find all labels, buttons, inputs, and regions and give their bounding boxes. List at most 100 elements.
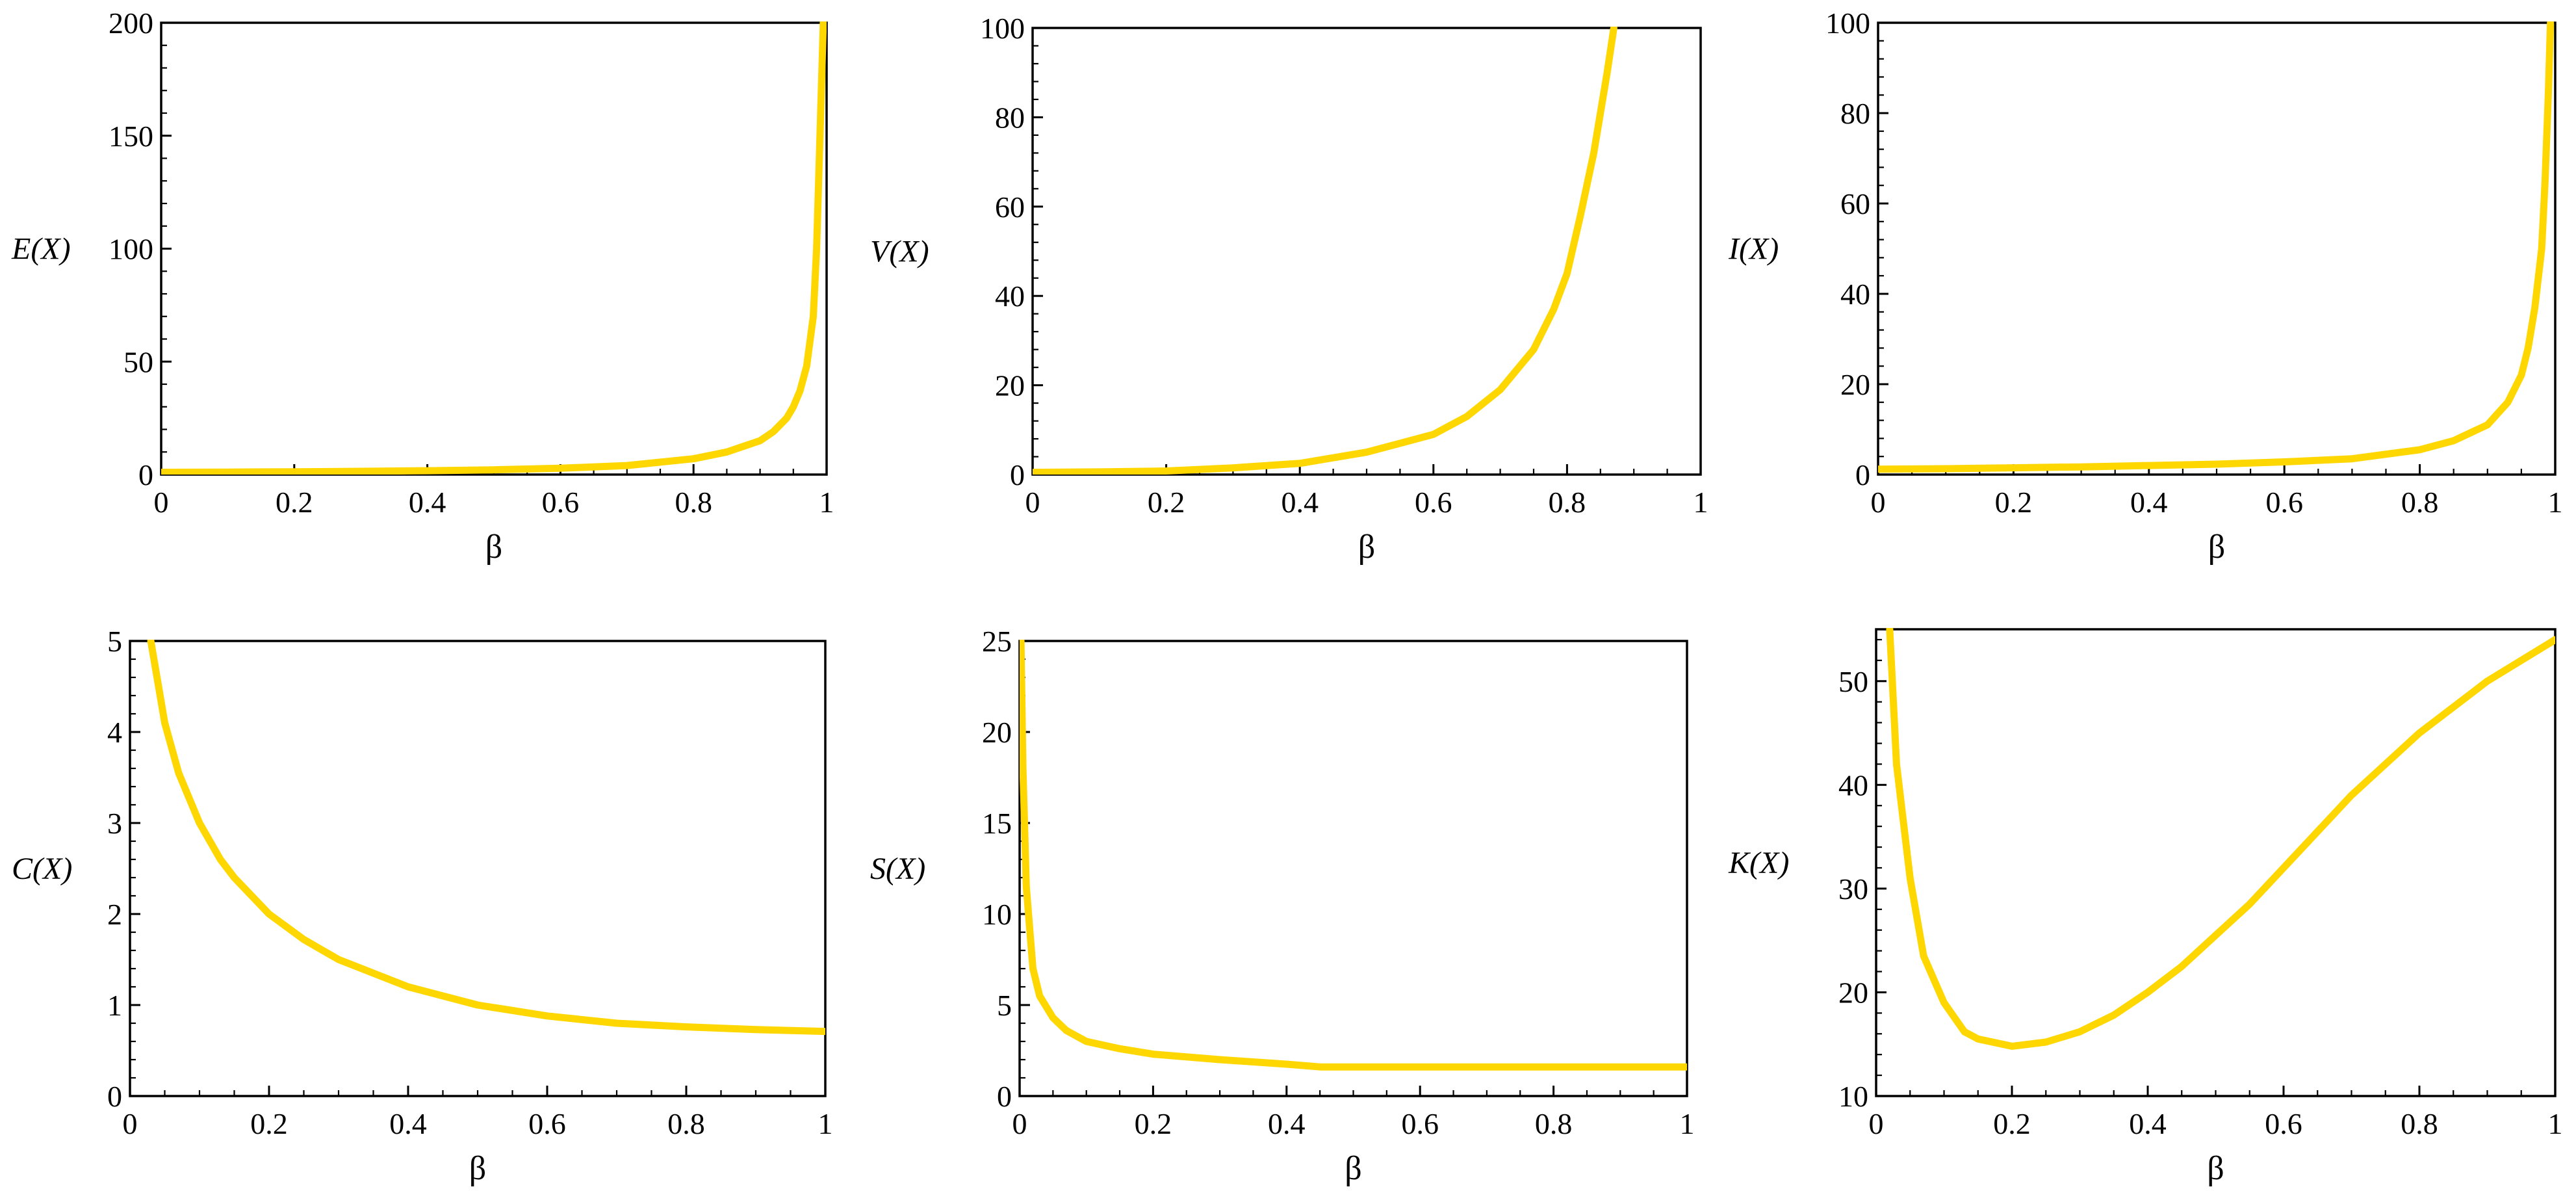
x-tick-label: 1 xyxy=(1694,486,1708,519)
y-tick-label: 1 xyxy=(107,989,122,1022)
x-tick-label: 1 xyxy=(818,1107,833,1140)
chart-svg-c: 0 0.2 0.4 0.6 0.8 1 0 1 2 3 4 5 β C(X) xyxy=(12,625,833,1187)
y-tick-label: 0 xyxy=(138,458,153,491)
y-tick-label: 80 xyxy=(995,101,1025,134)
x-tick-label: 0.2 xyxy=(1995,486,2033,519)
chart-svg-i: 0 0.2 0.4 0.6 0.8 1 0 20 40 60 80 100 β I(X) xyxy=(1728,7,2563,566)
y-tick-label: 5 xyxy=(997,989,1012,1022)
series-line-i xyxy=(1878,21,2555,473)
x-tick-label: 0.2 xyxy=(1135,1107,1172,1140)
x-tick-label: 0.6 xyxy=(1415,486,1452,519)
plot-frame xyxy=(1018,640,1688,1097)
x-tick-label: 0.6 xyxy=(2265,1107,2302,1140)
x-tick-label: 1 xyxy=(2548,1107,2563,1140)
series-line-v xyxy=(1033,27,1617,475)
y-tick-label: 80 xyxy=(1840,97,1870,130)
x-tick-label: 1 xyxy=(819,486,834,519)
chart-panel-v: 0 0.2 0.4 0.6 0.8 1 0 20 40 60 80 100 β V(X) xyxy=(858,0,1717,601)
plot-frame xyxy=(160,21,828,476)
x-tick-label: 0.4 xyxy=(1281,486,1319,519)
chart-svg-v: 0 0.2 0.4 0.6 0.8 1 0 20 40 60 80 100 β V(X) xyxy=(870,12,1708,566)
y-tick-label: 0 xyxy=(1855,458,1870,491)
x-tick-label: 0.4 xyxy=(2129,1107,2167,1140)
y-axis-label: E(X) xyxy=(11,232,71,267)
x-tick-label: 0 xyxy=(154,486,169,519)
y-tick-label: 20 xyxy=(982,716,1012,749)
y-tick-label: 100 xyxy=(1825,7,1870,40)
x-tick-label: 0.4 xyxy=(1268,1107,1306,1140)
x-tick-label: 0 xyxy=(1025,486,1040,519)
y-tick-label: 20 xyxy=(1838,976,1868,1009)
y-axis-label: S(X) xyxy=(870,852,925,886)
x-tick-label: 1 xyxy=(2548,486,2563,519)
chart-panel-i: 0 0.2 0.4 0.6 0.8 1 0 20 40 60 80 100 β I(X) xyxy=(1717,0,2575,601)
y-tick-label: 200 xyxy=(109,7,153,40)
series-line-k xyxy=(1886,628,2555,1050)
chart-panel-s: 0 0.2 0.4 0.6 0.8 1 0 5 10 15 20 25 β S(X) xyxy=(858,601,1717,1201)
y-axis-label: I(X) xyxy=(1728,232,1779,267)
x-tick-label: 0.6 xyxy=(528,1107,566,1140)
x-axis-label: β xyxy=(2208,529,2225,566)
y-tick-label: 0 xyxy=(1010,458,1025,491)
y-tick-label: 10 xyxy=(1838,1080,1868,1113)
y-tick-label: 3 xyxy=(107,807,122,840)
x-tick-label: 0.2 xyxy=(1993,1107,2031,1140)
y-tick-label: 0 xyxy=(107,1080,122,1113)
y-tick-label: 25 xyxy=(982,625,1012,658)
series-line-s xyxy=(1020,640,1687,1071)
y-tick-label: 100 xyxy=(980,12,1025,45)
x-axis-label: β xyxy=(469,1150,486,1187)
plot-frame xyxy=(1875,628,2557,1097)
y-tick-label: 60 xyxy=(1840,187,1870,220)
y-tick-label: 20 xyxy=(1840,368,1870,401)
chart-panel-k: 0 0.2 0.4 0.6 0.8 1 10 20 30 40 50 β K(X) xyxy=(1717,601,2575,1201)
x-tick-label: 0.8 xyxy=(2401,1107,2438,1140)
x-axis-label: β xyxy=(2207,1150,2224,1187)
x-tick-label: 0.4 xyxy=(409,486,446,519)
chart-svg-e: 0 0.2 0.4 0.6 0.8 1 0 50 100 150 200 β E(X) xyxy=(11,7,834,566)
y-tick-label: 50 xyxy=(1838,665,1868,698)
x-tick-label: 1 xyxy=(1680,1107,1695,1140)
x-tick-label: 0 xyxy=(1012,1107,1027,1140)
x-tick-label: 0.4 xyxy=(2130,486,2168,519)
x-tick-label: 0.6 xyxy=(1401,1107,1439,1140)
series-line-c xyxy=(147,640,825,1036)
y-tick-label: 150 xyxy=(109,120,153,153)
x-tick-label: 0.2 xyxy=(1148,486,1185,519)
x-tick-label: 0.2 xyxy=(250,1107,288,1140)
y-tick-label: 2 xyxy=(107,898,122,931)
x-tick-label: 0 xyxy=(1869,1107,1884,1140)
y-tick-label: 15 xyxy=(982,807,1012,840)
y-tick-label: 4 xyxy=(107,716,122,749)
y-tick-label: 0 xyxy=(997,1080,1012,1113)
x-tick-label: 0.8 xyxy=(667,1107,705,1140)
series-line-e xyxy=(161,21,827,475)
chart-svg-k: 0 0.2 0.4 0.6 0.8 1 10 20 30 40 50 β K(X) xyxy=(1728,628,2563,1187)
x-tick-label: 0.8 xyxy=(1535,1107,1573,1140)
plot-frame xyxy=(1877,21,2557,476)
y-tick-label: 5 xyxy=(107,625,122,658)
chart-panel-c: 0 0.2 0.4 0.6 0.8 1 0 1 2 3 4 5 β C(X) xyxy=(0,601,858,1201)
y-tick-label: 10 xyxy=(982,898,1012,931)
y-tick-label: 20 xyxy=(995,369,1025,402)
y-tick-label: 100 xyxy=(109,233,153,266)
y-axis-label: K(X) xyxy=(1728,846,1789,880)
x-tick-label: 0.8 xyxy=(1549,486,1586,519)
x-tick-label: 0.6 xyxy=(2265,486,2303,519)
y-tick-label: 60 xyxy=(995,190,1025,224)
y-tick-label: 40 xyxy=(1838,768,1868,802)
x-axis-label: β xyxy=(1358,529,1375,566)
y-axis-label: C(X) xyxy=(12,852,72,886)
x-tick-label: 0.2 xyxy=(276,486,313,519)
x-tick-label: 0 xyxy=(1871,486,1886,519)
x-axis-label: β xyxy=(485,529,502,566)
x-tick-label: 0.6 xyxy=(542,486,580,519)
x-axis-label: β xyxy=(1345,1150,1361,1187)
chart-panel-e: 0 0.2 0.4 0.6 0.8 1 0 50 100 150 200 β E(X) xyxy=(0,0,858,601)
x-tick-label: 0.4 xyxy=(389,1107,427,1140)
x-tick-label: 0 xyxy=(123,1107,138,1140)
y-axis-label: V(X) xyxy=(870,235,929,269)
y-tick-label: 50 xyxy=(123,345,153,378)
